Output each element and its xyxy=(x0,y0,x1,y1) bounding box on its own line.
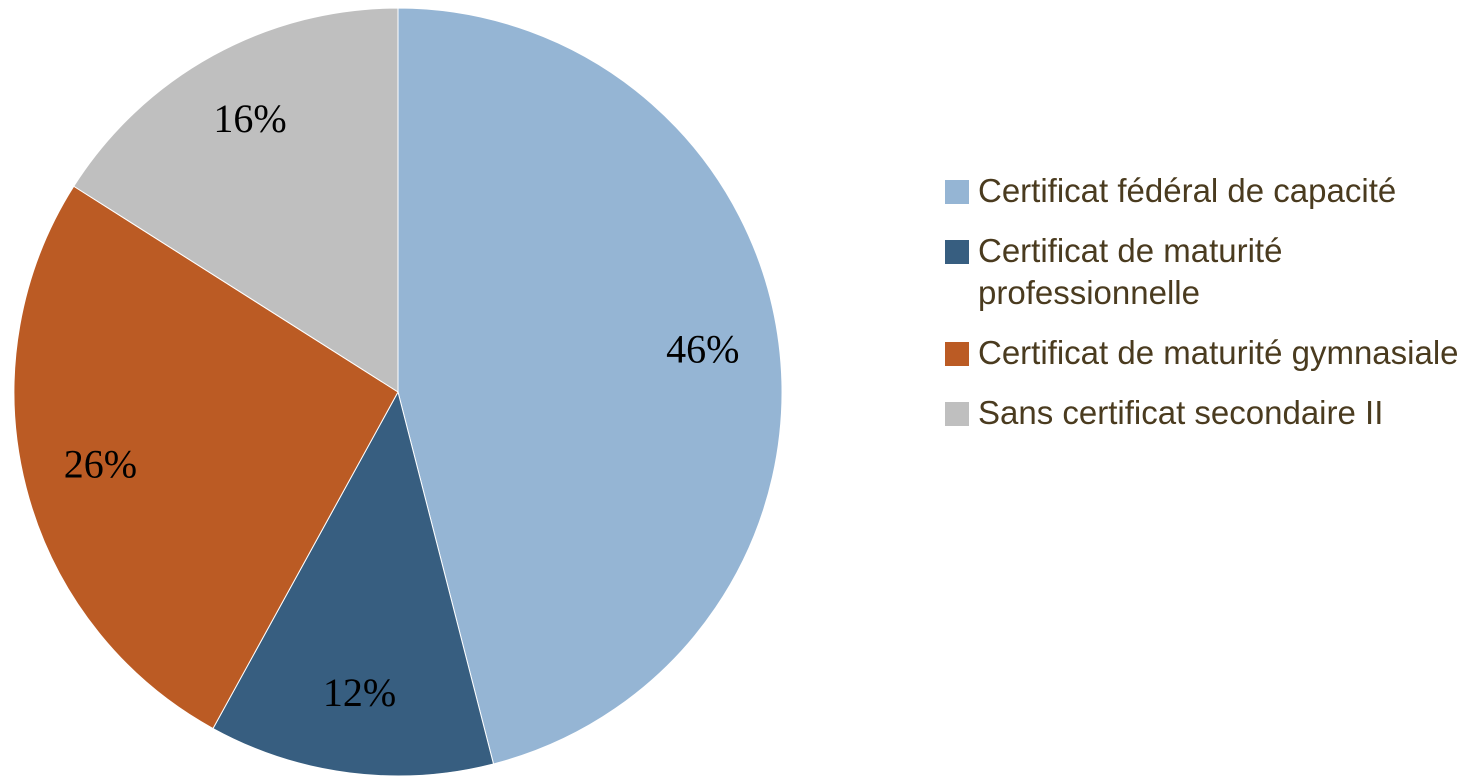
legend: Certificat fédéral de capacité Certificat… xyxy=(945,170,1465,452)
slice xyxy=(13,185,399,730)
slice xyxy=(212,390,495,777)
data-label: 46% xyxy=(666,327,739,372)
slice xyxy=(397,7,783,765)
legend-label: Sans certificat secondaire II xyxy=(978,394,1384,431)
legend-label: Certificat de maturité professionnelle xyxy=(978,232,1283,311)
data-label: 12% xyxy=(323,670,396,715)
legend-swatch xyxy=(945,402,969,426)
legend-entry: Certificat de maturité gymnasiale xyxy=(945,332,1465,374)
legend-entry: Sans certificat secondaire II xyxy=(945,392,1465,434)
data-label: 26% xyxy=(64,442,137,487)
legend-entry: Certificat de maturité professionnelle xyxy=(945,230,1465,314)
legend-label: Certificat fédéral de capacité xyxy=(978,172,1397,209)
data-label: 16% xyxy=(213,96,286,141)
slice xyxy=(73,7,399,393)
legend-swatch xyxy=(945,342,969,366)
legend-entry: Certificat fédéral de capacité xyxy=(945,170,1465,212)
pie: 46% 12% 26% 16% xyxy=(13,7,783,777)
legend-swatch xyxy=(945,180,969,204)
legend-swatch xyxy=(945,240,969,264)
legend-label: Certificat de maturité gymnasiale xyxy=(978,334,1459,371)
